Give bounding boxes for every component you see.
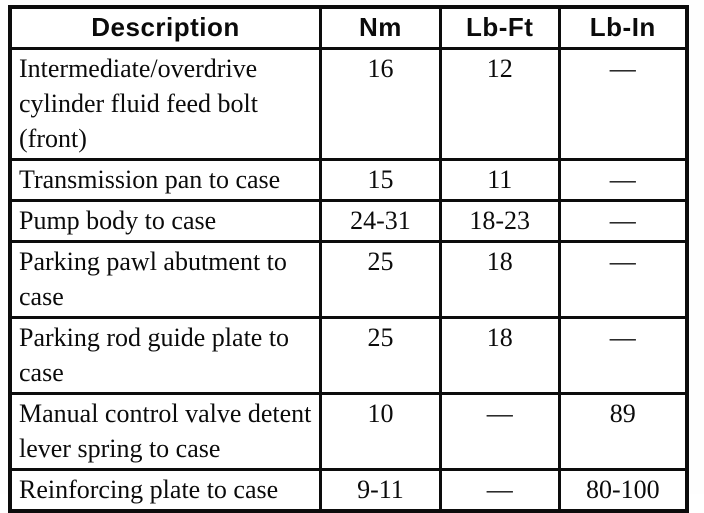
cell-lbft: 11	[438, 158, 561, 202]
cell-description: Parking pawl abutment to case	[8, 240, 323, 319]
cell-lbft: —	[438, 468, 561, 513]
cell-description: Pump body to case	[8, 199, 323, 243]
scanned-page: Description Nm Lb-Ft Lb-In Intermediate/…	[8, 5, 689, 513]
column-header-description: Description	[8, 5, 323, 50]
cell-lbin: —	[557, 199, 689, 243]
table-row: Reinforcing plate to case 9-11 — 80-100	[8, 468, 689, 513]
table-row: Manual control valve detent lever spring…	[8, 392, 689, 471]
cell-description: Manual control valve detent lever spring…	[8, 392, 323, 471]
cell-lbft: 18-23	[438, 199, 561, 243]
column-header-lbin: Lb-In	[557, 5, 689, 50]
cell-lbin: —	[557, 158, 689, 202]
torque-spec-table: Description Nm Lb-Ft Lb-In Intermediate/…	[8, 5, 689, 513]
cell-lbft: —	[438, 392, 561, 471]
cell-lbin: —	[557, 240, 689, 319]
cell-lbft: 18	[438, 240, 561, 319]
cell-nm: 25	[319, 240, 442, 319]
cell-description: Intermediate/overdrive cylinder fluid fe…	[8, 47, 323, 161]
cell-nm: 9-11	[319, 468, 442, 513]
cell-nm: 24-31	[319, 199, 442, 243]
cell-lbin: —	[557, 47, 689, 161]
table-row: Pump body to case 24-31 18-23 —	[8, 199, 689, 243]
table-row: Parking rod guide plate to case 25 18 —	[8, 316, 689, 395]
cell-nm: 16	[319, 47, 442, 161]
table-row: Intermediate/overdrive cylinder fluid fe…	[8, 47, 689, 161]
cell-lbin: —	[557, 316, 689, 395]
cell-description: Parking rod guide plate to case	[8, 316, 323, 395]
column-header-lbft: Lb-Ft	[438, 5, 561, 50]
cell-nm: 15	[319, 158, 442, 202]
cell-description: Transmission pan to case	[8, 158, 323, 202]
table-row: Transmission pan to case 15 11 —	[8, 158, 689, 202]
cell-lbin: 89	[557, 392, 689, 471]
cell-nm: 10	[319, 392, 442, 471]
cell-nm: 25	[319, 316, 442, 395]
column-header-nm: Nm	[319, 5, 442, 50]
cell-lbft: 12	[438, 47, 561, 161]
cell-description: Reinforcing plate to case	[8, 468, 323, 513]
cell-lbin: 80-100	[557, 468, 689, 513]
table-row: Parking pawl abutment to case 25 18 —	[8, 240, 689, 319]
cell-lbft: 18	[438, 316, 561, 395]
table-header-row: Description Nm Lb-Ft Lb-In	[8, 5, 689, 50]
